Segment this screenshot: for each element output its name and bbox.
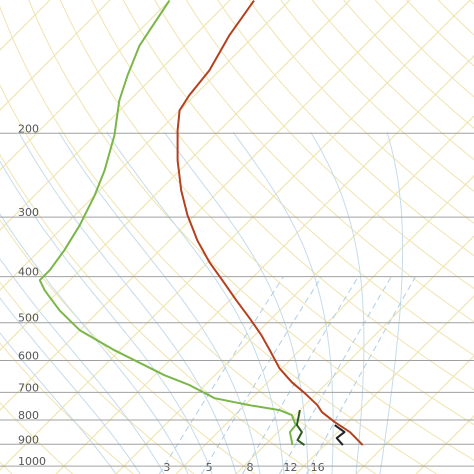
profiles <box>38 0 364 446</box>
dry-adiabat <box>28 0 474 461</box>
isotherm <box>0 0 171 171</box>
y-tick-label: 600 <box>18 349 39 362</box>
dry-adiabat <box>91 0 474 391</box>
dry-adiabat <box>122 0 474 357</box>
y-tick-label: 200 <box>18 122 39 135</box>
dry-adiabat <box>0 281 195 474</box>
mixing-ratio-label: 3 <box>163 461 170 474</box>
dry-adiabat <box>185 0 474 290</box>
dry-adiabat <box>248 0 474 224</box>
y-tick-label: 900 <box>18 433 39 446</box>
dry-adiabat <box>437 0 474 36</box>
isotherm <box>0 0 231 231</box>
profile-line <box>295 409 306 446</box>
isotherm <box>235 235 474 474</box>
moist-adiabat <box>232 131 334 474</box>
dry-adiabat <box>59 0 474 426</box>
y-tick-label: 300 <box>18 206 39 219</box>
isotherm <box>55 55 474 474</box>
dry-adiabat <box>343 0 474 129</box>
isotherm <box>295 295 474 474</box>
mixing-ratio-label: 12 <box>283 461 297 474</box>
dry-adiabat <box>374 0 474 98</box>
y-tick-label: 700 <box>18 381 39 394</box>
mixing-ratio-label: 16 <box>311 461 325 474</box>
mixing-ratio-line <box>201 276 322 474</box>
mixing-ratio-label: 5 <box>206 461 213 474</box>
isotherm <box>355 355 474 474</box>
dry-adiabat <box>0 153 316 474</box>
moist-adiabat <box>106 131 285 474</box>
mixing-ratio-label: 8 <box>247 461 254 474</box>
isotherm <box>0 0 111 111</box>
isotherm <box>115 115 474 474</box>
mixing-ratio-line <box>279 276 392 474</box>
y-tick-label: 1000 <box>18 455 46 468</box>
dry-adiabat <box>0 461 13 474</box>
dry-adiabat <box>217 0 474 257</box>
isotherm <box>0 0 291 291</box>
mixing-ratio-line <box>306 276 416 474</box>
profile-line <box>334 424 346 446</box>
dry-adiabat <box>311 0 474 161</box>
isotherm <box>175 175 474 474</box>
profile-line <box>176 0 364 446</box>
profile-line <box>38 0 297 446</box>
dry-adiabat <box>280 0 474 192</box>
y-tick-label: 800 <box>18 409 39 422</box>
dry-adiabat <box>154 0 474 323</box>
dry-adiabat <box>0 84 377 474</box>
isotherm <box>0 0 351 351</box>
y-tick-label: 400 <box>18 266 39 279</box>
dry-adiabat <box>0 219 255 474</box>
mixing-ratio-line <box>158 276 284 474</box>
y-tick-label: 500 <box>18 312 39 325</box>
dry-adiabat <box>0 342 134 474</box>
dry-adiabat <box>0 5 437 474</box>
isotherm <box>0 0 411 411</box>
mixing-ratio-line <box>242 276 359 474</box>
moist-adiabat <box>18 131 237 474</box>
dry-adiabat <box>0 402 74 474</box>
moist-adiabat <box>0 297 141 474</box>
